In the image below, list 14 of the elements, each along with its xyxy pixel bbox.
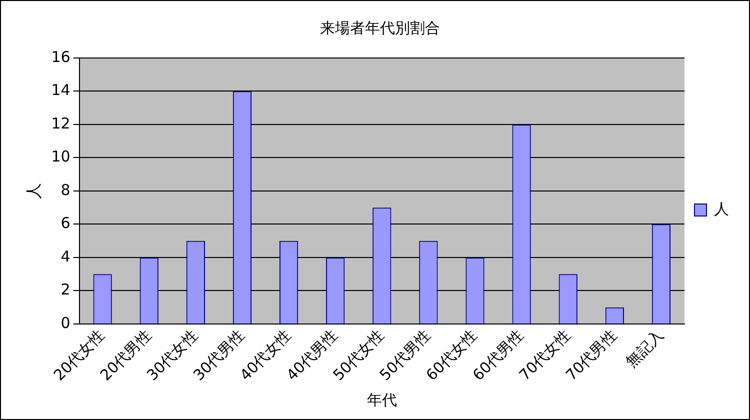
x-axis-title: 年代	[366, 390, 397, 409]
y-tick-label: 12	[51, 114, 70, 132]
y-axis-title: 人	[24, 182, 43, 199]
legend-label: 人	[714, 200, 729, 218]
chart-title: 来場者年代別割合	[320, 18, 440, 37]
y-tick-label: 0	[60, 314, 70, 332]
y-tick-label: 8	[60, 180, 70, 199]
y-tick-label: 14	[51, 81, 70, 100]
y-tick-label: 2	[60, 280, 70, 299]
y-tick-label: 10	[51, 148, 70, 166]
y-tick-label: 4	[60, 247, 70, 266]
y-tick-label: 16	[51, 48, 70, 66]
x-tick-label: 無記入	[622, 326, 667, 371]
y-tick-label: 6	[60, 214, 70, 232]
